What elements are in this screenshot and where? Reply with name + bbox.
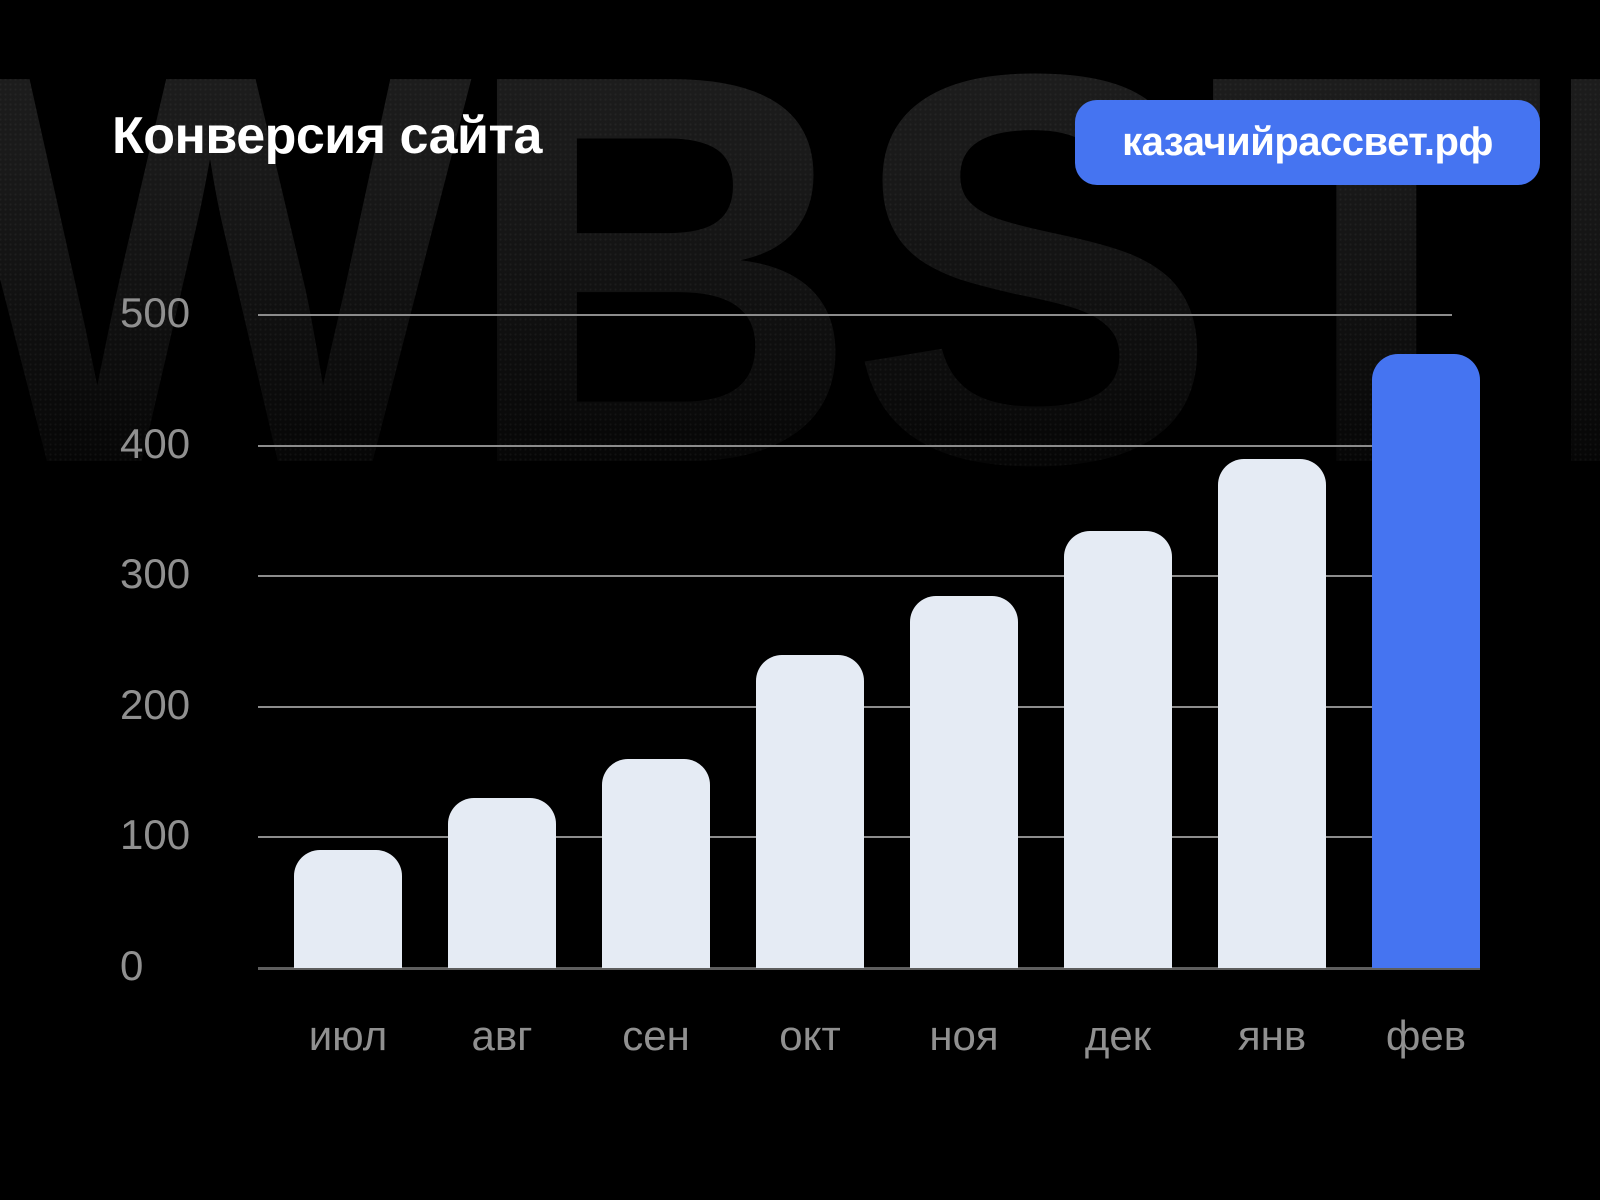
x-tick-label-oct: окт xyxy=(779,1012,841,1059)
y-tick-label-400: 400 xyxy=(120,419,191,467)
bar-dec xyxy=(1064,530,1172,968)
x-tick-label-feb: фев xyxy=(1385,1012,1467,1059)
website-badge-label: казачийрассвет.рф xyxy=(1122,120,1493,164)
x-tick-label-aug: авг xyxy=(471,1012,533,1059)
bar-jul xyxy=(294,850,402,968)
x-tick-label-jul: июл xyxy=(308,1012,388,1059)
gridline-300 xyxy=(258,575,1452,578)
website-badge[interactable]: казачийрассвет.рф xyxy=(1075,100,1540,185)
bar-sep xyxy=(602,759,710,968)
bar-nov xyxy=(910,595,1018,968)
bar-feb xyxy=(1372,354,1480,968)
x-tick-label-sep: сен xyxy=(622,1012,690,1059)
y-tick-label-100: 100 xyxy=(120,811,191,859)
bar-aug xyxy=(448,798,556,968)
bar-jan xyxy=(1218,458,1326,968)
x-tick-label-dec: дек xyxy=(1084,1012,1152,1059)
gridline-500 xyxy=(258,314,1452,316)
bar-oct xyxy=(756,654,864,968)
y-tick-label-200: 200 xyxy=(120,680,191,728)
chart-title: Конверсия сайта xyxy=(112,107,542,165)
x-tick-label-jan: янв xyxy=(1237,1012,1307,1059)
y-tick-label-500: 500 xyxy=(120,289,191,337)
y-tick-label-0: 0 xyxy=(120,942,144,990)
gridline-0 xyxy=(258,967,1480,970)
y-tick-label-300: 300 xyxy=(120,550,191,598)
gridline-400 xyxy=(258,444,1452,447)
x-tick-label-nov: ноя xyxy=(929,1012,999,1059)
